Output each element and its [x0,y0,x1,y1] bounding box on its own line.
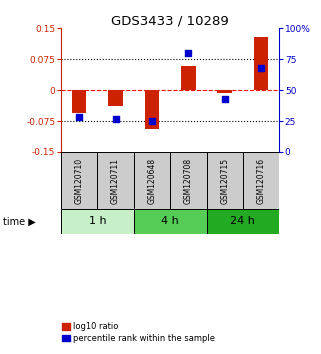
Text: 4 h: 4 h [161,217,179,227]
Title: GDS3433 / 10289: GDS3433 / 10289 [111,14,229,27]
FancyBboxPatch shape [61,152,97,209]
Bar [217,90,232,93]
FancyBboxPatch shape [170,152,206,209]
Point [77,114,82,120]
Text: GSM120648: GSM120648 [147,158,156,204]
Text: GSM120708: GSM120708 [184,158,193,204]
FancyBboxPatch shape [206,209,279,234]
Point [222,96,227,102]
Bar [108,90,123,106]
FancyBboxPatch shape [97,152,134,209]
Bar [254,36,268,90]
Text: time ▶: time ▶ [3,217,36,227]
Bar [145,90,159,129]
FancyBboxPatch shape [61,209,134,234]
Bar [181,66,195,90]
Text: GSM120715: GSM120715 [220,158,229,204]
Point [186,50,191,56]
Text: 1 h: 1 h [89,217,106,227]
FancyBboxPatch shape [206,152,243,209]
Point [113,116,118,121]
Bar [72,90,86,113]
FancyBboxPatch shape [134,152,170,209]
Legend: log10 ratio, percentile rank within the sample: log10 ratio, percentile rank within the … [59,319,218,346]
FancyBboxPatch shape [134,209,206,234]
Point [258,65,264,71]
Text: GSM120710: GSM120710 [75,158,84,204]
FancyBboxPatch shape [243,152,279,209]
Point [149,118,154,124]
Text: 24 h: 24 h [230,217,255,227]
Text: GSM120711: GSM120711 [111,158,120,204]
Text: GSM120716: GSM120716 [256,158,265,204]
